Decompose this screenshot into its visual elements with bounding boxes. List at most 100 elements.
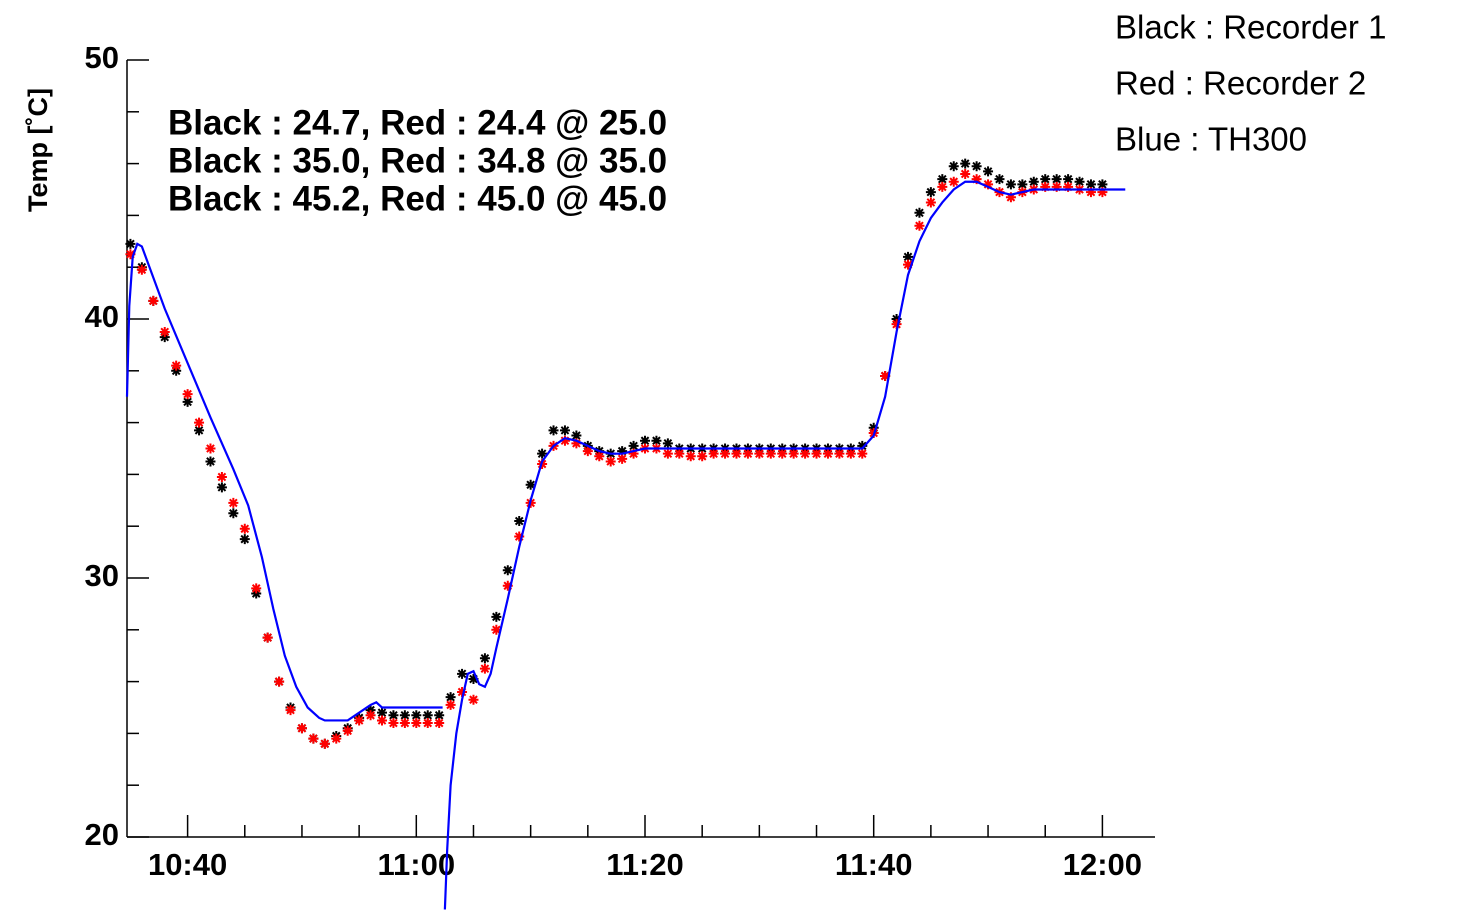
data-point bbox=[662, 438, 673, 449]
y-tick-label: 30 bbox=[85, 558, 119, 593]
legend-entry: Blue : TH300 bbox=[1115, 121, 1307, 158]
data-point bbox=[502, 565, 513, 576]
data-point bbox=[171, 365, 182, 376]
data-point bbox=[434, 718, 445, 729]
data-point bbox=[411, 718, 422, 729]
x-tick-label: 11:00 bbox=[378, 847, 456, 882]
data-point bbox=[239, 523, 250, 534]
data-point bbox=[983, 179, 994, 190]
data-point bbox=[605, 456, 616, 467]
data-point bbox=[571, 430, 582, 441]
data-point bbox=[628, 440, 639, 451]
data-point bbox=[697, 451, 708, 462]
y-axis-title: Temp [˚C] bbox=[23, 88, 53, 212]
data-point bbox=[331, 733, 342, 744]
x-tick-label: 10:40 bbox=[148, 847, 227, 882]
data-point bbox=[228, 497, 239, 508]
data-point bbox=[262, 632, 273, 643]
data-point bbox=[216, 482, 227, 493]
data-point bbox=[651, 435, 662, 446]
data-point bbox=[1074, 176, 1085, 187]
data-point bbox=[457, 668, 468, 679]
data-point bbox=[1063, 181, 1074, 192]
data-point bbox=[376, 715, 387, 726]
data-point bbox=[617, 453, 628, 464]
data-point bbox=[182, 396, 193, 407]
data-point bbox=[1028, 176, 1039, 187]
data-point bbox=[422, 710, 433, 721]
data-point bbox=[1005, 179, 1016, 190]
data-point bbox=[914, 207, 925, 218]
data-point bbox=[891, 319, 902, 330]
data-point bbox=[491, 611, 502, 622]
data-point bbox=[365, 710, 376, 721]
data-point bbox=[1005, 192, 1016, 203]
data-point bbox=[948, 161, 959, 172]
data-point bbox=[125, 249, 136, 260]
data-point bbox=[1051, 181, 1062, 192]
data-point bbox=[960, 168, 971, 179]
data-point bbox=[571, 438, 582, 449]
data-point bbox=[194, 425, 205, 436]
data-point bbox=[296, 723, 307, 734]
annotation: Black : 24.7, Red : 24.4 @ 25.0 bbox=[168, 103, 667, 142]
data-point bbox=[960, 158, 971, 169]
data-point bbox=[457, 686, 468, 697]
data-point bbox=[788, 448, 799, 459]
data-point bbox=[742, 448, 753, 459]
data-point bbox=[445, 692, 456, 703]
data-point bbox=[1097, 187, 1108, 198]
legend-entry: Black : Recorder 1 bbox=[1115, 9, 1386, 46]
data-point bbox=[662, 448, 673, 459]
data-point bbox=[925, 187, 936, 198]
data-point bbox=[628, 448, 639, 459]
data-point bbox=[971, 174, 982, 185]
data-point bbox=[891, 314, 902, 324]
data-point bbox=[1017, 179, 1028, 190]
data-point bbox=[216, 471, 227, 482]
data-point bbox=[880, 370, 891, 381]
y-tick-label: 50 bbox=[85, 40, 119, 75]
data-point bbox=[1097, 179, 1108, 190]
data-point bbox=[422, 718, 433, 729]
data-point bbox=[411, 710, 422, 721]
data-line bbox=[125, 180, 1126, 910]
x-tick-label: 12:00 bbox=[1063, 847, 1142, 882]
data-point bbox=[1085, 179, 1096, 190]
data-point bbox=[491, 624, 502, 635]
data-point bbox=[148, 295, 159, 306]
data-point bbox=[479, 663, 490, 674]
data-point bbox=[205, 456, 216, 467]
data-point bbox=[365, 705, 376, 716]
data-point bbox=[251, 588, 262, 599]
data-point bbox=[376, 707, 387, 718]
data-point bbox=[857, 448, 868, 459]
data-point bbox=[537, 448, 548, 459]
x-tick-label: 11:20 bbox=[606, 847, 684, 882]
data-point bbox=[514, 516, 525, 527]
data-point bbox=[948, 176, 959, 187]
data-point bbox=[548, 425, 559, 436]
data-point bbox=[308, 733, 319, 744]
data-point bbox=[914, 220, 925, 231]
data-point bbox=[800, 448, 811, 459]
data-point bbox=[1040, 181, 1051, 192]
legend-entry: Red : Recorder 2 bbox=[1115, 65, 1366, 102]
data-point bbox=[205, 443, 216, 454]
data-point bbox=[251, 583, 262, 594]
data-point bbox=[594, 451, 605, 462]
data-point bbox=[834, 448, 845, 459]
data-point bbox=[754, 448, 765, 459]
data-point bbox=[822, 448, 833, 459]
y-tick-label: 20 bbox=[85, 817, 119, 852]
data-point bbox=[445, 699, 456, 710]
data-point bbox=[194, 417, 205, 428]
data-point bbox=[685, 451, 696, 462]
data-point bbox=[1040, 174, 1051, 185]
data-point bbox=[857, 440, 868, 451]
data-point bbox=[811, 448, 822, 459]
data-point bbox=[617, 446, 628, 457]
data-point bbox=[502, 580, 513, 591]
data-point bbox=[903, 251, 914, 262]
